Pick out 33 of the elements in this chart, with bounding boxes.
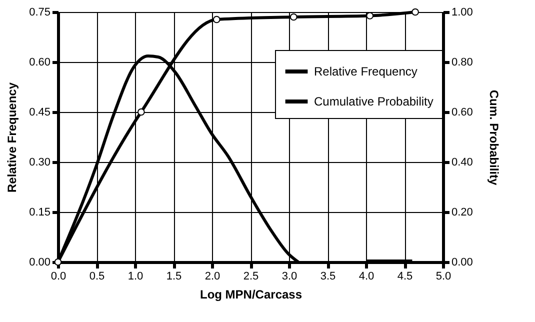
point — [290, 13, 298, 21]
y2-tick-label: 0.00 — [452, 256, 473, 268]
x-tick-label: 2.0 — [204, 270, 220, 282]
y2-tick-label: 1.00 — [452, 6, 473, 18]
x-tick-label: 3.0 — [282, 270, 298, 282]
y2-tick-label: 0.80 — [452, 56, 473, 68]
x-tick-label: 0.5 — [89, 270, 105, 282]
point — [212, 16, 220, 24]
y-tick-label: 0.00 — [29, 256, 50, 268]
y-tick-label: 0.15 — [29, 206, 50, 218]
x-tick-label: 5.0 — [436, 270, 452, 282]
y-axis-title: Relative Frequency — [5, 82, 20, 193]
x-tick-label: 2.5 — [243, 270, 259, 282]
y-tick-label: 0.75 — [29, 6, 50, 18]
legend-label: Cumulative Probability — [314, 94, 434, 108]
y2-tick-label: 0.60 — [452, 106, 473, 118]
y-tick-label: 0.45 — [29, 106, 50, 118]
x-tick-label: 1.5 — [166, 270, 182, 282]
point — [138, 108, 145, 116]
x-axis-title: Log MPN/Carcass — [200, 288, 302, 302]
y2-tick-label: 0.40 — [452, 156, 473, 168]
x-tick-label: 4.5 — [397, 270, 413, 282]
point — [412, 8, 419, 16]
y2-tick-label: 0.20 — [452, 206, 473, 218]
y-tick-label: 0.30 — [29, 156, 50, 168]
y2-axis-title: Cum. Probability — [486, 90, 501, 186]
point — [366, 12, 374, 20]
x-tick-label: 0.0 — [50, 270, 66, 282]
x-tick-label: 1.0 — [128, 270, 144, 282]
y-tick-label: 0.60 — [29, 56, 50, 68]
x-tick-label: 3.5 — [320, 270, 336, 282]
x-tick-label: 4.0 — [358, 270, 374, 282]
legend-label: Relative Frequency — [314, 64, 418, 78]
